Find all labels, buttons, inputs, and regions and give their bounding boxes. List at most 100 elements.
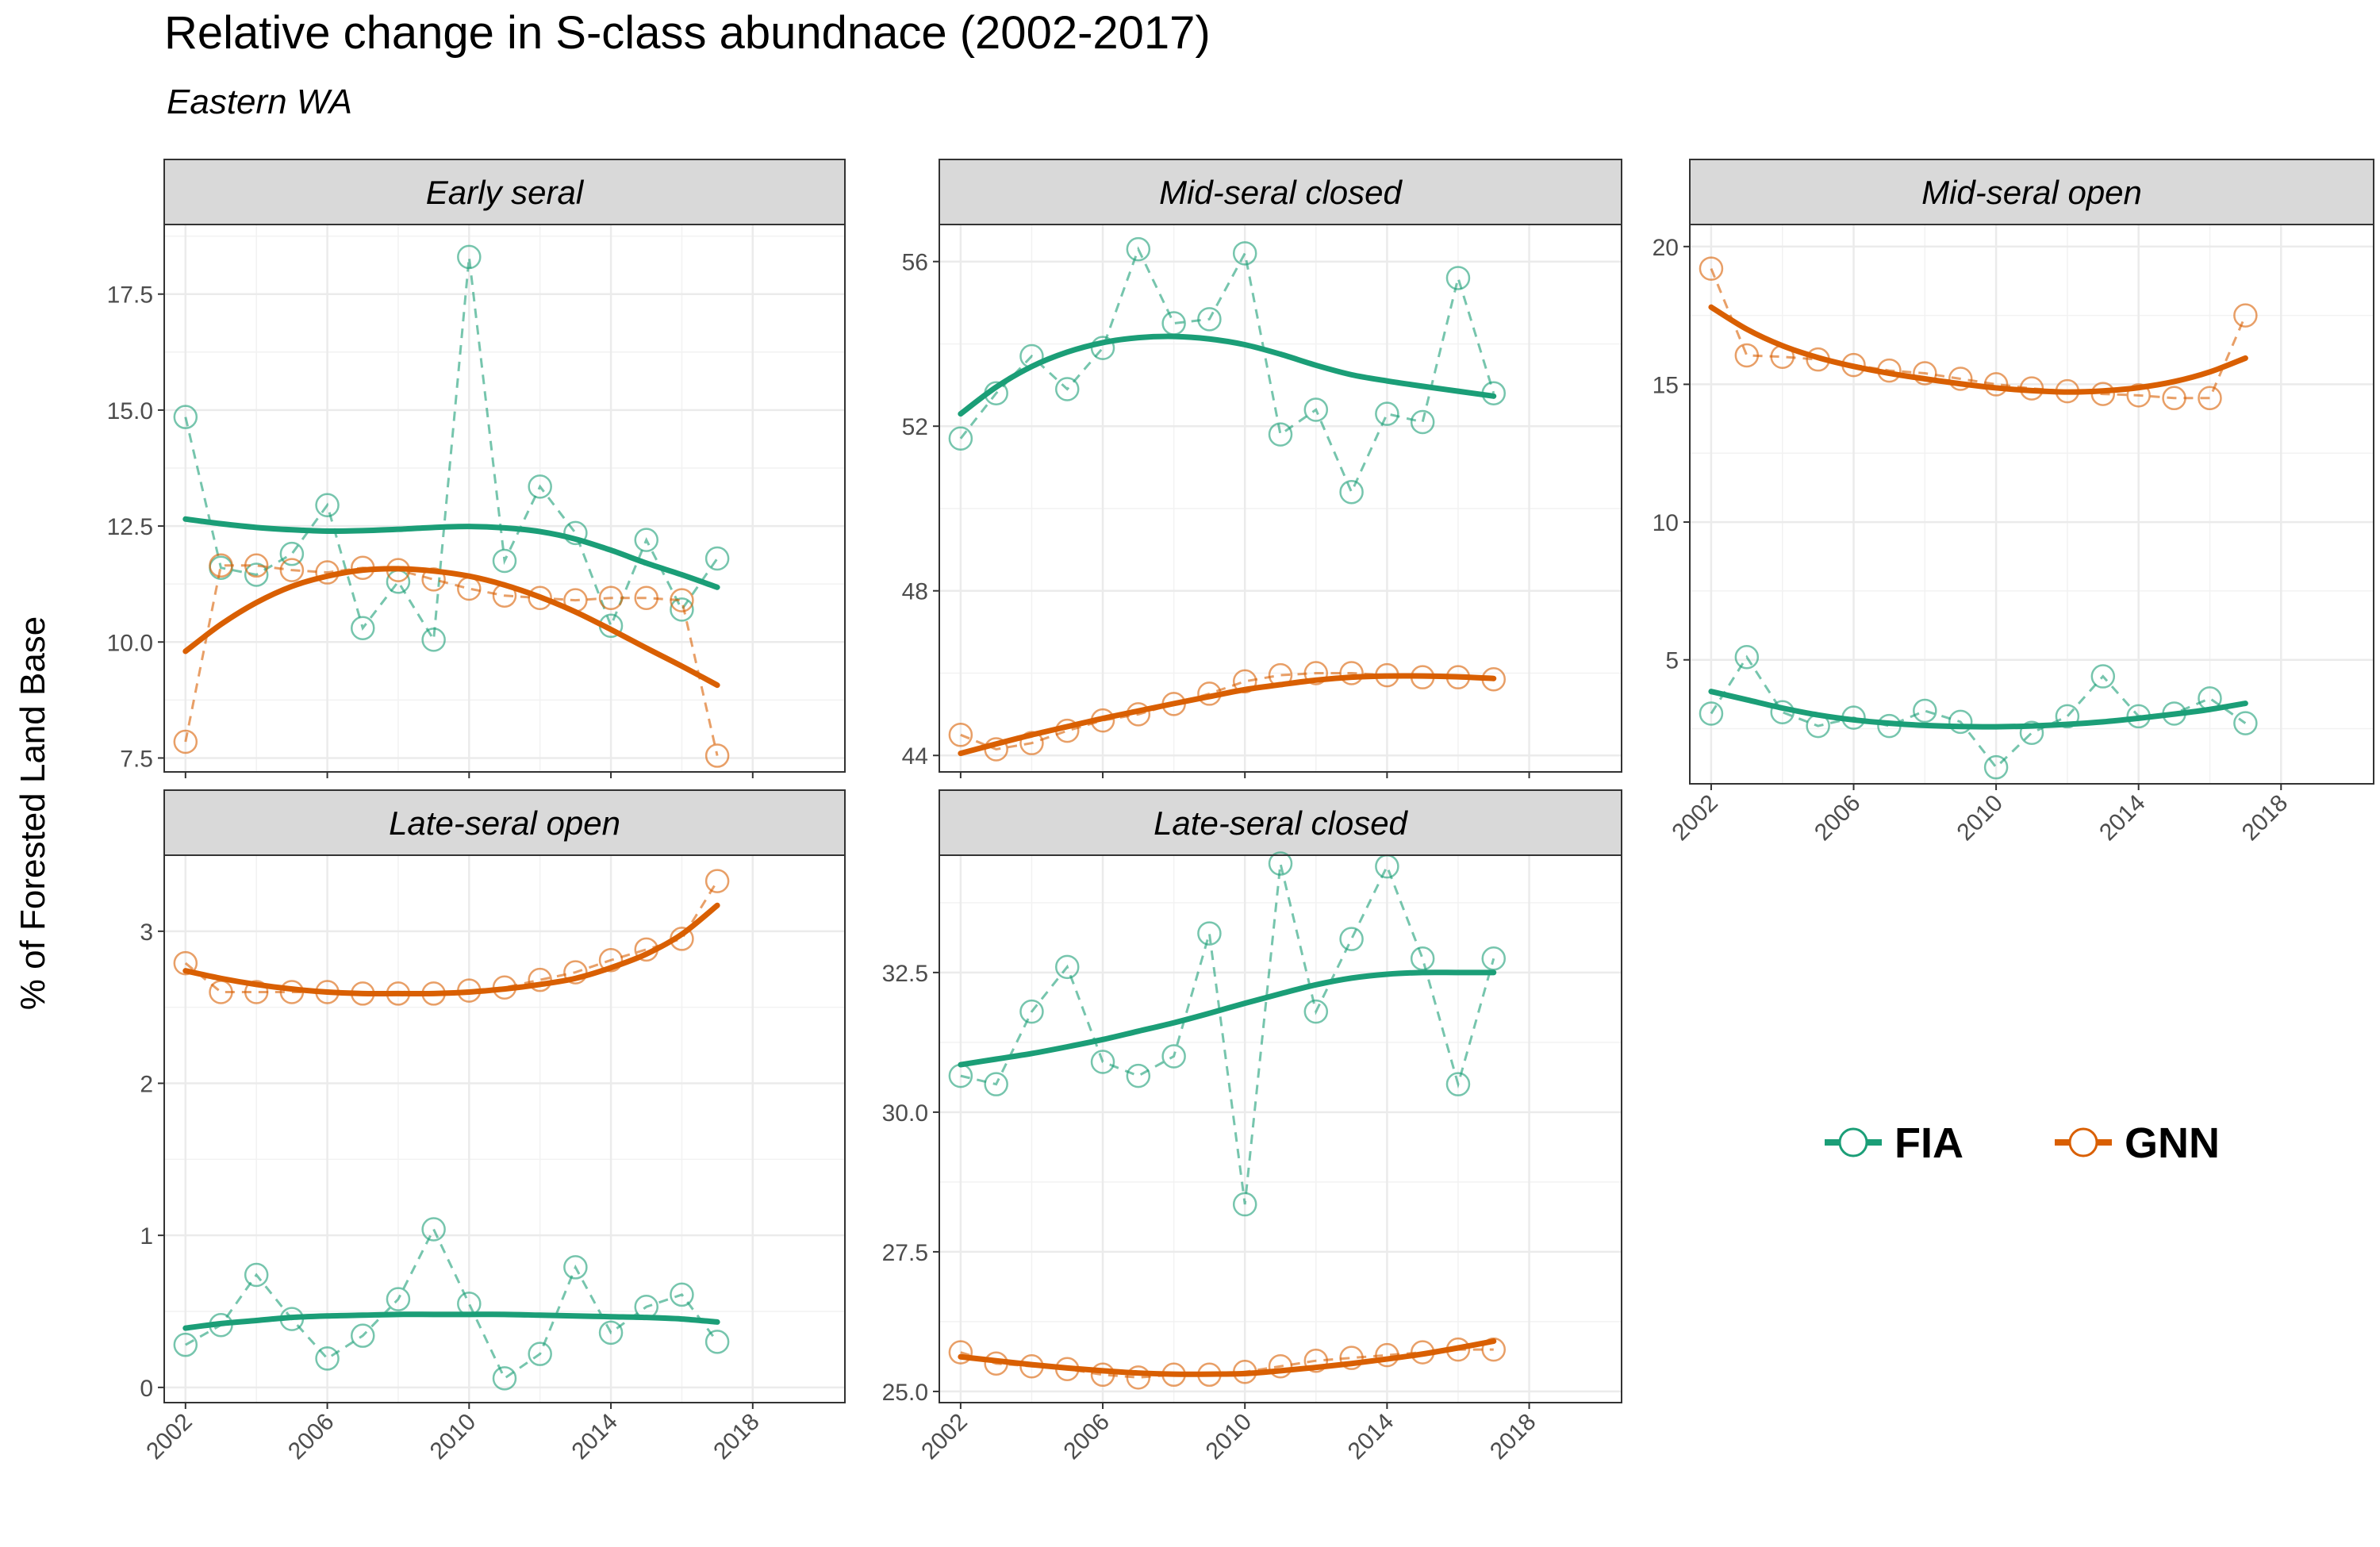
data-point-fia	[984, 1072, 1008, 1096]
data-point-fia	[2055, 704, 2080, 729]
data-point-fia	[1303, 397, 1329, 422]
facet-late-seral-open: Late-seral open 0 1 2 3 2002 2006 2010 2014 2018	[140, 789, 846, 1465]
legend: FIA GNN	[1825, 1119, 2220, 1167]
data-point-fia	[1481, 946, 1506, 971]
data-point-fia	[670, 597, 694, 622]
data-point-fia	[351, 616, 375, 640]
legend-label-gnn: GNN	[2125, 1119, 2220, 1167]
y-tick-label: 17.5	[107, 282, 153, 309]
data-point-fia	[457, 244, 482, 270]
data-point-gnn	[704, 743, 730, 768]
y-tick-label: 10	[1653, 510, 1679, 536]
facet-strip-mid-seral-open	[1689, 159, 2374, 225]
data-point-gnn	[1126, 1365, 1151, 1390]
x-tick-label: 2018	[2237, 790, 2294, 846]
data-point-fia	[948, 426, 973, 451]
x-tick-label: 2006	[283, 1409, 340, 1465]
data-point-fia	[1410, 409, 1435, 435]
data-point-gnn	[1090, 1362, 1115, 1388]
data-point-gnn	[1268, 1353, 1293, 1379]
facet-strip-label-early-seral: Early seral	[426, 174, 585, 211]
y-tick-label: 7.5	[120, 746, 153, 772]
data-point-fia	[1268, 422, 1293, 447]
x-tick-label: 2014	[566, 1409, 623, 1465]
x-tick-label: 2006	[1810, 790, 1866, 846]
data-point-gnn	[173, 729, 198, 754]
data-point-fia	[1339, 479, 1364, 505]
data-point-gnn	[1734, 343, 1760, 368]
series-line-fia	[185, 1226, 719, 1380]
data-point-gnn	[279, 558, 305, 582]
data-point-gnn	[634, 585, 658, 610]
y-tick-label: 5	[1665, 648, 1679, 674]
facet-mid-seral-open: Mid-seral open 5 10 15 20 2002 2006 2010 2014 201…	[1653, 159, 2374, 846]
data-point-fia	[1734, 644, 1760, 670]
x-tick-label: 2002	[916, 1409, 973, 1465]
data-point-fia	[563, 1255, 588, 1280]
data-point-fia	[1339, 927, 1364, 951]
y-tick-label: 32.5	[882, 961, 928, 987]
chart-subtitle: Eastern WA	[167, 83, 352, 121]
data-point-fia	[2090, 664, 2116, 689]
trend-line-gnn	[182, 566, 720, 689]
x-tick-label: 2014	[1343, 1409, 1399, 1465]
data-point-gnn	[1019, 731, 1044, 755]
data-point-fia	[1948, 709, 1973, 735]
y-tick-label: 27.5	[882, 1240, 928, 1266]
facet-late-seral-closed: Late-seral closed 25.0 27.5 30.0 32.5 2002 200…	[882, 789, 1622, 1465]
data-point-gnn	[1303, 1348, 1329, 1373]
data-point-fia	[2019, 720, 2044, 746]
series-line-fia	[959, 246, 1495, 495]
data-point-fia	[421, 628, 446, 652]
x-tick-label: 2014	[2094, 790, 2151, 846]
series-line-fia	[184, 256, 719, 643]
data-point-gnn	[563, 960, 588, 985]
x-tick-label: 2006	[1058, 1409, 1115, 1465]
data-point-fia	[1699, 701, 1724, 726]
facet-early-seral: Early seral 7.5 10.0 12.5 15.0 17.5	[107, 159, 846, 778]
y-axis-label: % of Forested Land Base	[13, 616, 52, 1011]
data-point-fia	[351, 1323, 375, 1348]
x-tick-label: 2010	[1201, 1409, 1257, 1465]
data-point-fia	[421, 1217, 446, 1242]
data-point-fia	[244, 1262, 269, 1288]
data-point-fia	[279, 541, 305, 566]
data-point-fia	[1019, 999, 1044, 1024]
data-point-gnn	[209, 553, 233, 578]
data-point-fia	[1445, 266, 1471, 290]
data-point-fia	[1983, 754, 2009, 780]
y-tick-label: 44	[902, 743, 928, 770]
data-point-gnn	[244, 980, 269, 1004]
series-line-gnn	[1710, 267, 2247, 400]
panel-border-early-seral	[163, 224, 846, 773]
legend-key-fia-marker	[1838, 1127, 1868, 1157]
y-tick-label: 12.5	[107, 514, 153, 540]
data-point-fia	[528, 474, 552, 499]
data-point-fia	[1232, 1192, 1257, 1217]
data-point-fia	[1197, 921, 1222, 946]
panel-border-mid-seral-open	[1689, 224, 2374, 785]
y-tick-label: 15	[1653, 372, 1679, 398]
data-point-fia	[1197, 307, 1222, 332]
data-point-gnn	[173, 950, 198, 976]
data-point-fia	[1126, 1063, 1151, 1088]
series-line-fia	[960, 863, 1495, 1205]
y-tick-label: 52	[902, 414, 928, 440]
facet-strip-label-mid-seral-open: Mid-seral open	[1921, 174, 2142, 211]
data-point-fia	[315, 493, 340, 518]
facet-mid-seral-closed: Mid-seral closed 44 48 52 56	[902, 159, 1622, 778]
y-tick-label: 10.0	[107, 630, 153, 656]
data-point-fia	[1268, 851, 1293, 876]
trend-line-gnn	[958, 673, 1497, 757]
data-point-gnn	[528, 967, 552, 992]
facet-strip-label-late-seral-open: Late-seral open	[389, 804, 620, 842]
data-point-fia	[1410, 946, 1435, 971]
trend-line-fia	[1708, 689, 2248, 730]
data-point-fia	[244, 562, 269, 587]
data-point-fia	[1375, 401, 1399, 426]
data-point-gnn	[598, 585, 624, 610]
data-point-gnn	[244, 553, 269, 578]
y-tick-label: 30.0	[882, 1100, 928, 1127]
data-point-gnn	[2233, 303, 2258, 328]
